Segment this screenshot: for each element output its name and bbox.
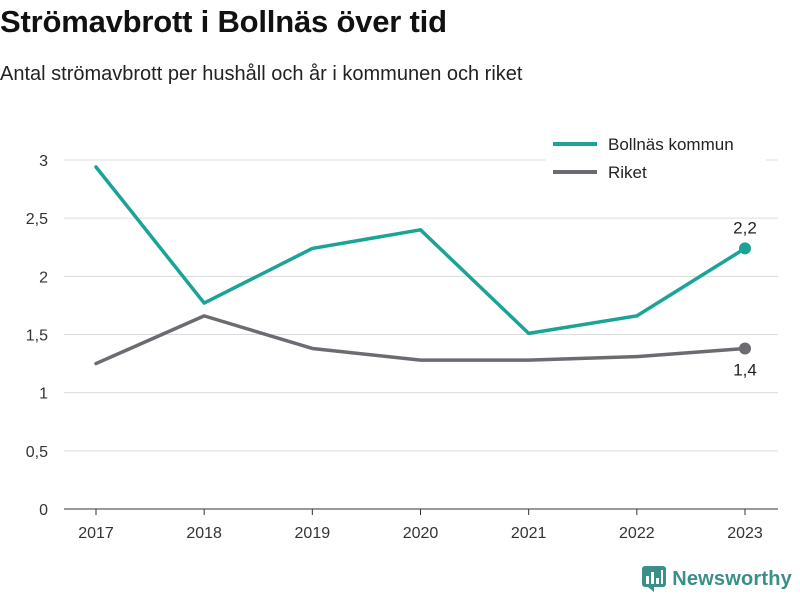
x-tick-label: 2021 (511, 525, 547, 542)
y-tick-label: 2,5 (26, 211, 48, 228)
chart-subtitle: Antal strömavbrott per hushåll och år i … (0, 63, 523, 85)
brand-name: Newsworthy (672, 567, 792, 590)
y-tick-label: 0 (39, 502, 48, 519)
y-tick-label: 1,5 (26, 328, 48, 345)
x-tick-label: 2023 (727, 525, 763, 542)
x-tick-label: 2018 (186, 525, 222, 542)
legend-label-2: Riket (608, 163, 647, 182)
series-line-1 (94, 165, 747, 336)
newsworthy-logo-icon (642, 566, 667, 592)
legend-box (546, 128, 766, 188)
brand: Newsworthy (642, 566, 792, 592)
chart-title: Strömavbrott i Bollnäs över tid (0, 4, 447, 39)
x-tick-label: 2017 (78, 525, 114, 542)
y-tick-label: 2 (39, 269, 48, 286)
y-tick-label: 0,5 (26, 444, 48, 461)
series-end-point-1 (739, 242, 751, 255)
y-tick-label: 3 (39, 153, 48, 170)
x-tick-label: 2020 (403, 525, 439, 542)
legend-label-1: Bollnäs kommun (608, 135, 734, 154)
series-end-label-2: 1,4 (733, 360, 757, 379)
series-line-2 (94, 314, 747, 366)
y-tick-label: 1 (39, 386, 48, 403)
series-end-label-1: 2,2 (733, 218, 757, 237)
x-tick-label: 2022 (619, 525, 655, 542)
x-tick-label: 2019 (295, 525, 331, 542)
series-end-point-2 (739, 342, 751, 355)
